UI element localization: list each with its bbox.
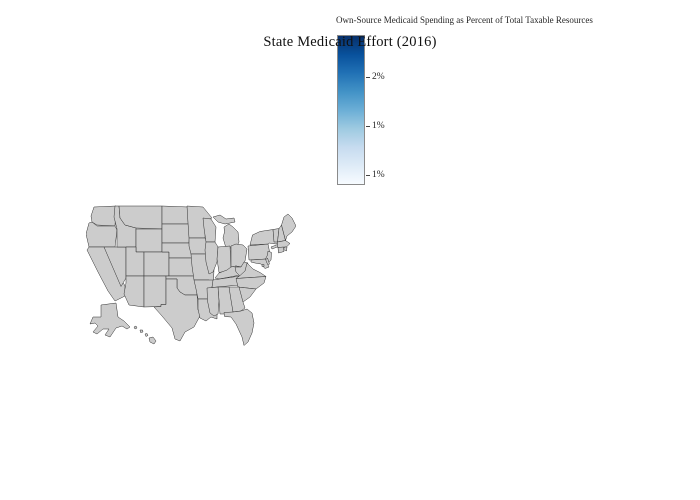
state-CT[interactable]: [277, 246, 285, 254]
state-MS[interactable]: [206, 286, 220, 317]
colorbar: [337, 35, 365, 185]
colorbar-tick-mark: [366, 175, 370, 176]
state-HI[interactable]: [133, 325, 157, 345]
state-CO[interactable]: [143, 251, 170, 277]
state-DC[interactable]: [261, 264, 265, 267]
state-IA[interactable]: [188, 237, 208, 255]
state-NM[interactable]: [143, 275, 167, 308]
state-WY[interactable]: [135, 228, 163, 253]
colorbar-tick-label: 1%: [372, 170, 385, 180]
state-WA[interactable]: [90, 205, 117, 227]
state-ND[interactable]: [161, 205, 190, 225]
page-title: State Medicaid Effort (2016): [263, 34, 437, 50]
colorbar-tick-label: 2%: [372, 72, 385, 82]
us-choropleth-map: [86, 205, 297, 346]
state-IL[interactable]: [204, 241, 219, 275]
state-FL[interactable]: [223, 308, 255, 346]
state-TX[interactable]: [153, 278, 202, 342]
state-OR[interactable]: [86, 221, 118, 248]
state-AK[interactable]: [89, 302, 131, 338]
colorbar-tick-mark: [366, 126, 370, 127]
colorbar-tick-mark: [366, 77, 370, 78]
state-MA[interactable]: [277, 240, 291, 248]
state-SD[interactable]: [161, 223, 191, 244]
state-ME[interactable]: [281, 213, 297, 241]
colorbar-tick-label: 1%: [372, 121, 385, 131]
state-MI[interactable]: [212, 214, 240, 249]
colorbar-title: Own-Source Medicaid Spending as Percent …: [336, 15, 593, 25]
state-MD[interactable]: [250, 258, 270, 269]
state-AZ[interactable]: [123, 275, 145, 308]
